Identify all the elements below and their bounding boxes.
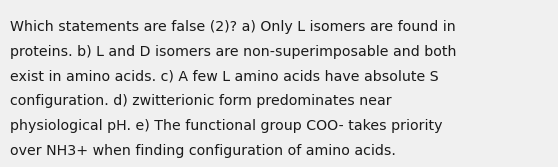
Text: Which statements are false (2)? a) Only L isomers are found in: Which statements are false (2)? a) Only … [10, 20, 456, 34]
Text: proteins. b) L and D isomers are non-superimposable and both: proteins. b) L and D isomers are non-sup… [10, 45, 456, 59]
Text: configuration. d) zwitterionic form predominates near: configuration. d) zwitterionic form pred… [10, 94, 392, 108]
Text: over NH3+ when finding configuration of amino acids.: over NH3+ when finding configuration of … [10, 144, 396, 158]
Text: exist in amino acids. c) A few L amino acids have absolute S: exist in amino acids. c) A few L amino a… [10, 69, 439, 84]
Text: physiological pH. e) The functional group COO- takes priority: physiological pH. e) The functional grou… [10, 119, 442, 133]
